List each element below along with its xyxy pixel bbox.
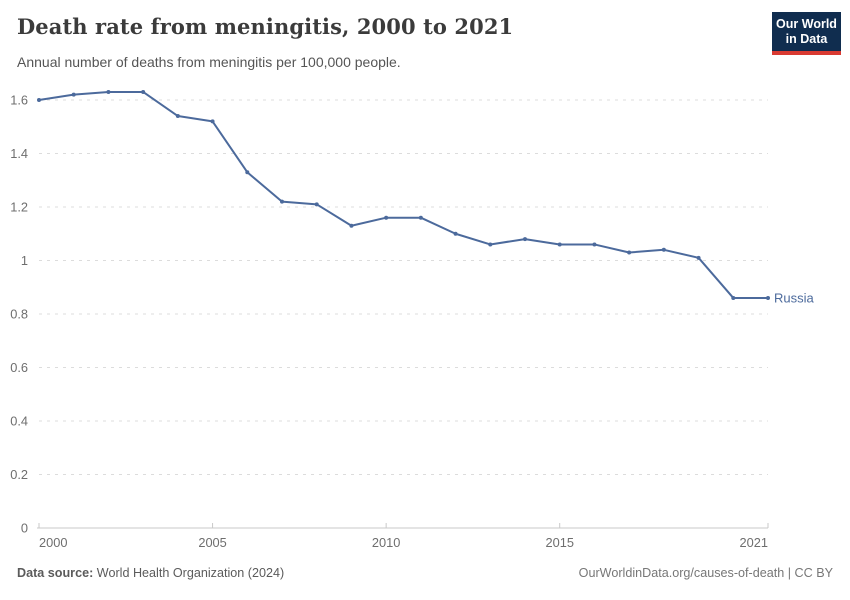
data-point[interactable] — [696, 255, 701, 260]
credit-link[interactable]: OurWorldinData.org/causes-of-death | CC … — [578, 566, 833, 580]
x-tick-label: 2021 — [740, 535, 768, 550]
owid-logo[interactable]: Our World in Data — [772, 12, 841, 55]
data-point[interactable] — [210, 119, 215, 124]
data-point[interactable] — [488, 242, 493, 247]
chart-footer: Data source: World Health Organization (… — [17, 566, 833, 580]
data-point[interactable] — [37, 98, 41, 102]
data-line[interactable] — [38, 90, 769, 299]
data-point[interactable] — [280, 199, 284, 204]
data-source-value: World Health Organization (2024) — [93, 566, 285, 580]
x-tick-label: 2015 — [545, 535, 573, 550]
owid-logo-line1: Our World — [776, 17, 837, 31]
x-tick-label: 2010 — [372, 535, 400, 550]
data-point[interactable] — [557, 242, 562, 247]
data-point[interactable] — [314, 202, 319, 207]
y-tick-label: 0.4 — [10, 414, 28, 429]
data-point[interactable] — [71, 92, 76, 97]
data-point[interactable] — [453, 231, 458, 236]
data-point[interactable] — [175, 114, 180, 119]
data-point[interactable] — [731, 295, 736, 300]
y-tick-label: 0 — [21, 521, 28, 536]
series-label[interactable]: Russia — [774, 290, 815, 305]
data-series — [37, 89, 770, 300]
owid-logo-line2: in Data — [785, 32, 828, 46]
data-point[interactable] — [766, 295, 770, 300]
y-tick-label: 1.6 — [10, 93, 28, 108]
data-point[interactable] — [661, 247, 666, 252]
data-point[interactable] — [106, 89, 111, 94]
y-tick-label: 0.6 — [10, 360, 28, 375]
y-tick-label: 1 — [21, 253, 28, 268]
chart-title: Death rate from meningitis, 2000 to 2021 — [17, 14, 514, 39]
data-point[interactable] — [349, 223, 354, 228]
y-tick-label: 1.4 — [10, 146, 28, 161]
data-point[interactable] — [523, 237, 527, 242]
data-point[interactable] — [627, 250, 632, 255]
x-tick-label: 2000 — [39, 535, 67, 550]
y-tick-label: 1.2 — [10, 200, 28, 215]
data-point[interactable] — [418, 215, 423, 220]
y-tick-label: 0.8 — [10, 307, 28, 322]
y-tick-label: 0.2 — [10, 467, 28, 482]
data-source-note: Data source: World Health Organization (… — [17, 566, 284, 580]
data-point[interactable] — [384, 215, 389, 220]
chart-subtitle: Annual number of deaths from meningitis … — [17, 54, 401, 70]
data-point[interactable] — [141, 89, 146, 94]
data-point[interactable] — [245, 170, 250, 175]
gridlines — [39, 99, 768, 475]
data-source-label: Data source: — [17, 566, 94, 580]
x-axis: 2000 2005 2010 2015 2021 — [37, 523, 769, 550]
x-tick-label: 2005 — [198, 535, 226, 550]
y-axis-labels: 0 0.2 0.4 0.6 0.8 1 1.2 1.4 1.6 — [10, 93, 28, 536]
data-point[interactable] — [592, 242, 597, 247]
